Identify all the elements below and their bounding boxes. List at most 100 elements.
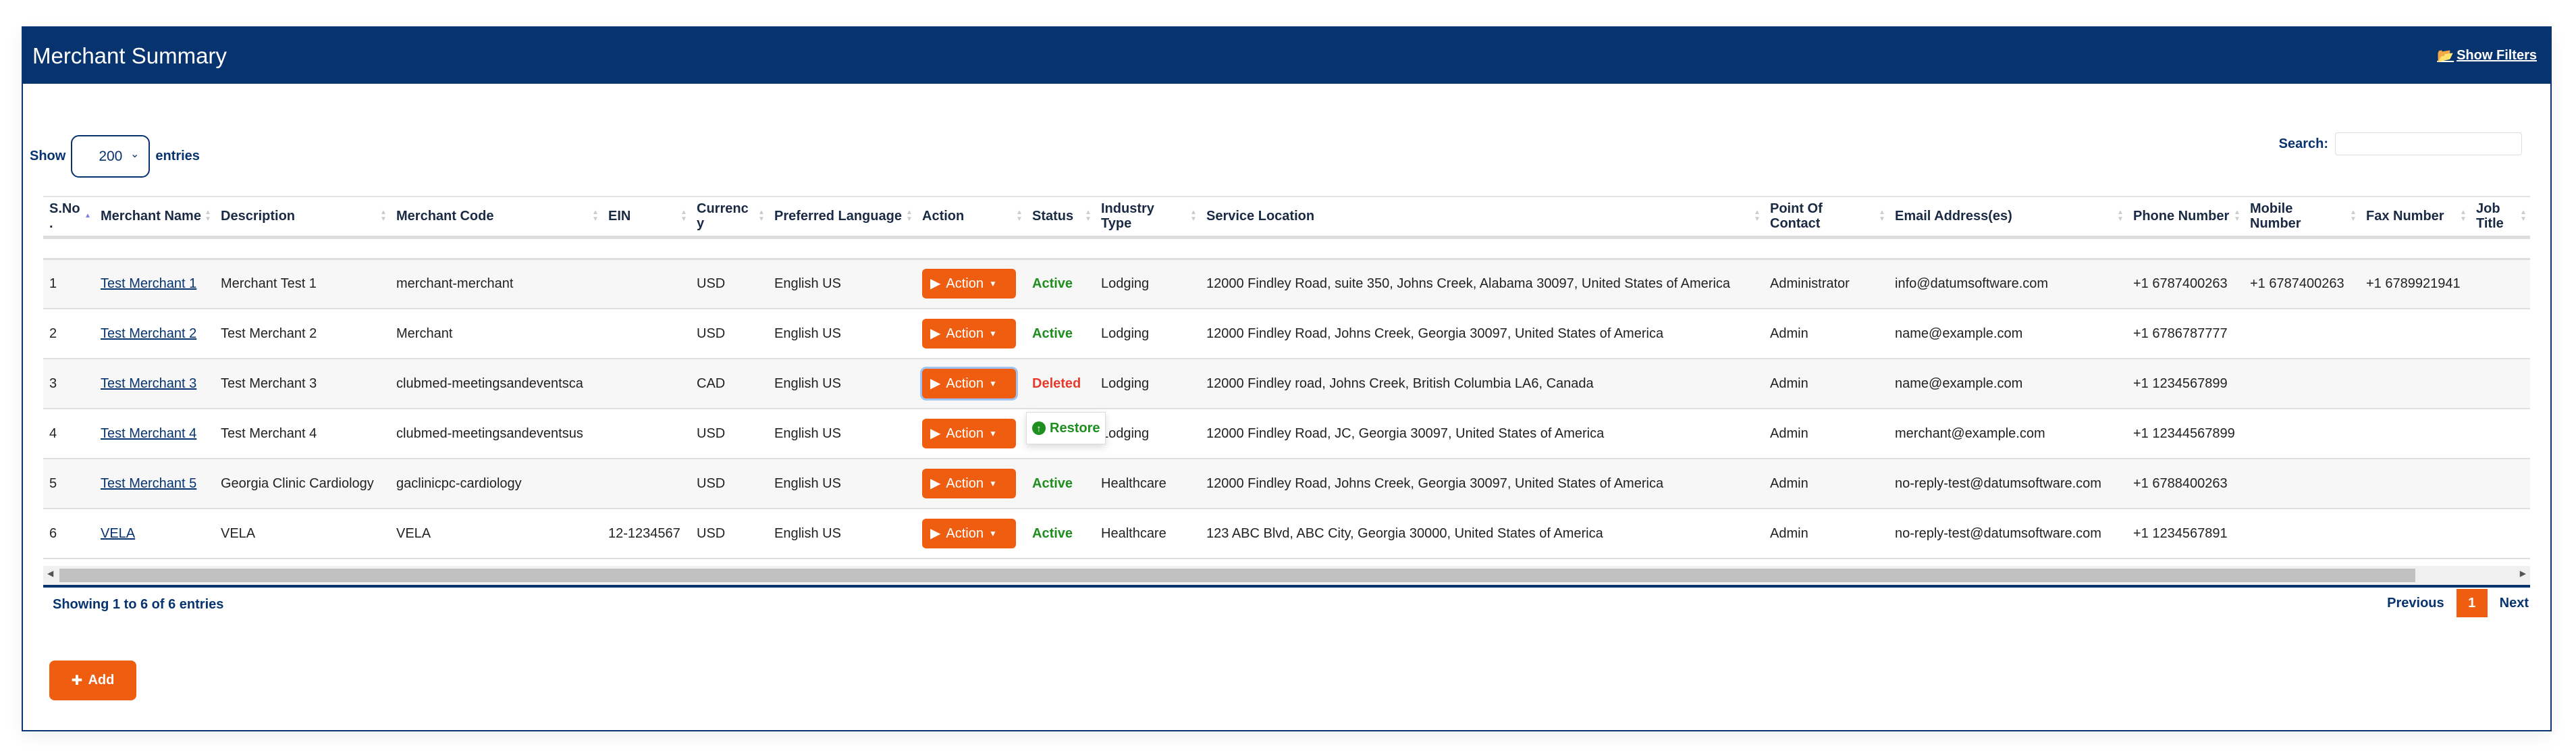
cell-sno: 4 — [43, 409, 95, 459]
column-header-label: Merchant Code — [396, 209, 494, 224]
table-row: 2 Test Merchant 2 Test Merchant 2 Merchant U… — [43, 309, 2530, 359]
plus-icon: ✚ — [71, 673, 83, 688]
column-header[interactable]: Description ▲ ▼ — [215, 196, 390, 239]
cell-location: 12000 Findley road, Johns Creek, British… — [1200, 359, 1764, 409]
page-title: Merchant Summary — [32, 43, 227, 68]
column-header[interactable]: Industry Type ▲ ▼ — [1095, 196, 1200, 239]
restore-menu-item[interactable]: Restore — [1050, 421, 1100, 436]
column-header[interactable]: Phone Number ▲ ▼ — [2127, 196, 2244, 239]
merchant-name-link[interactable]: Test Merchant 1 — [101, 276, 197, 292]
table-spacer-row — [43, 237, 2530, 260]
column-header[interactable]: EIN ▲ ▼ — [602, 196, 691, 239]
column-header-label: Description — [221, 209, 296, 224]
action-button[interactable]: ▶ Action ▼ — [922, 269, 1016, 299]
action-button[interactable]: ▶ Action ▼ — [922, 469, 1016, 498]
column-header[interactable]: Mobile Number ▲ ▼ — [2244, 196, 2360, 239]
cell-lang: English US — [768, 409, 916, 459]
cell-cur: USD — [691, 409, 768, 459]
column-header[interactable]: Point Of Contact ▲ ▼ — [1764, 196, 1889, 239]
column-header[interactable]: Currency ▲ ▼ — [691, 196, 768, 239]
cell-desc: Merchant Test 1 — [215, 259, 390, 309]
scrollbar-thumb[interactable] — [59, 569, 2415, 582]
column-header[interactable]: Email Address(es) ▲ ▼ — [1889, 196, 2127, 239]
table-row: 1 Test Merchant 1 Merchant Test 1 merchant-… — [43, 259, 2530, 309]
cell-poc: Admin — [1764, 309, 1889, 359]
next-button[interactable]: Next — [2499, 595, 2529, 611]
cell-email: name@example.com — [1889, 309, 2127, 359]
column-header[interactable]: Service Location ▲ ▼ — [1200, 196, 1764, 239]
merchant-table-wrapper: S.No. ▲ Merchant Name ▲ ▼ Description ▲ ▼ Mercha… — [43, 196, 2530, 559]
sort-icon: ▲ — [84, 212, 91, 220]
play-icon: ▶ — [930, 326, 941, 341]
cell-phone: +1 1234567891 — [2127, 509, 2244, 559]
table-row: 3 Test Merchant 3 Test Merchant 3 clubmed-m… — [43, 359, 2530, 409]
cell-status: Active — [1026, 509, 1095, 559]
search-label: Search: — [2278, 136, 2328, 151]
column-header[interactable]: Action ▲ ▼ — [916, 196, 1026, 239]
column-header[interactable]: Preferred Language ▲ ▼ — [768, 196, 916, 239]
caret-down-icon: ▼ — [988, 429, 997, 438]
action-button[interactable]: ▶ Action ▼ — [922, 419, 1016, 448]
cell-phone: +1 6786787777 — [2127, 309, 2244, 359]
cell-mobile — [2244, 309, 2360, 359]
chevron-down-icon: ⌄ — [130, 149, 140, 160]
play-icon: ▶ — [930, 426, 941, 441]
cell-email: no-reply-test@datumsoftware.com — [1889, 509, 2127, 559]
action-button[interactable]: ▶ Action ▼ — [922, 369, 1016, 398]
cell-job — [2470, 409, 2530, 459]
action-button[interactable]: ▶ Action ▼ — [922, 519, 1016, 548]
entries-label: entries — [155, 149, 200, 163]
action-dropdown-menu[interactable]: ↑ Restore — [1026, 412, 1106, 444]
column-header-label: Action — [922, 209, 965, 224]
cell-lang: English US — [768, 509, 916, 559]
column-header[interactable]: Job Title ▲ ▼ — [2470, 196, 2530, 239]
cell-status: ↑ Restore — [1026, 409, 1106, 459]
status-badge: Active — [1032, 526, 1073, 541]
cell-action: ▶ Action ▼ — [916, 359, 1026, 409]
cell-ein — [602, 259, 691, 309]
cell-sno: 5 — [43, 459, 95, 509]
column-header[interactable]: S.No. ▲ — [43, 196, 95, 239]
merchant-name-link[interactable]: VELA — [101, 526, 136, 541]
column-header[interactable]: Merchant Name ▲ ▼ — [95, 196, 215, 239]
sort-icon: ▲ ▼ — [380, 209, 387, 224]
merchant-name-link[interactable]: Test Merchant 5 — [101, 476, 197, 491]
cell-name: Test Merchant 3 — [95, 359, 215, 409]
page-1-button[interactable]: 1 — [2456, 589, 2488, 617]
previous-button[interactable]: Previous — [2387, 595, 2444, 611]
cell-location: 12000 Findley Road, Johns Creek, Georgia… — [1200, 459, 1764, 509]
show-filters-label: Show Filters — [2457, 48, 2537, 63]
column-header[interactable]: Fax Number ▲ ▼ — [2360, 196, 2470, 239]
merchant-name-link[interactable]: Test Merchant 3 — [101, 376, 197, 391]
entries-select[interactable]: 200 ⌄ — [71, 135, 151, 178]
merchant-name-link[interactable]: Test Merchant 4 — [101, 426, 197, 441]
cell-industry: Healthcare — [1095, 459, 1200, 509]
column-header[interactable]: Merchant Code ▲ ▼ — [390, 196, 602, 239]
entries-length-control: Show 200 ⌄ entries — [30, 135, 200, 178]
column-header-label: EIN — [608, 209, 631, 224]
scroll-left-icon[interactable]: ◀ — [47, 569, 54, 578]
status-badge: Active — [1032, 476, 1073, 491]
cell-sno: 6 — [43, 509, 95, 559]
cell-name: Test Merchant 1 — [95, 259, 215, 309]
search-input[interactable] — [2335, 132, 2522, 155]
status-badge: Active — [1032, 326, 1073, 341]
add-button[interactable]: ✚ Add — [49, 661, 136, 700]
action-button[interactable]: ▶ Action ▼ — [922, 319, 1016, 348]
show-filters-link[interactable]: 📂 Show Filters — [2437, 47, 2537, 64]
merchant-name-link[interactable]: Test Merchant 2 — [101, 326, 197, 341]
cell-action: ▶ Action ▼ — [916, 259, 1026, 309]
cell-ein: 12-1234567 — [602, 509, 691, 559]
cell-action: ▶ Action ▼ — [916, 459, 1026, 509]
column-header-label: Preferred Language — [774, 209, 902, 224]
column-header[interactable]: Status ▲ ▼ — [1026, 196, 1095, 239]
cell-job — [2470, 359, 2530, 409]
cell-phone: +1 6787400263 — [2127, 259, 2244, 309]
play-icon: ▶ — [930, 476, 941, 491]
horizontal-scrollbar[interactable]: ◀ ▶ — [43, 566, 2530, 585]
scroll-right-icon[interactable]: ▶ — [2519, 569, 2526, 578]
column-header-label: Point Of Contact — [1770, 201, 1823, 232]
cell-phone: +1 12344567899 — [2127, 409, 2244, 459]
cell-fax — [2360, 359, 2470, 409]
entries-select-value: 200 — [99, 148, 123, 164]
